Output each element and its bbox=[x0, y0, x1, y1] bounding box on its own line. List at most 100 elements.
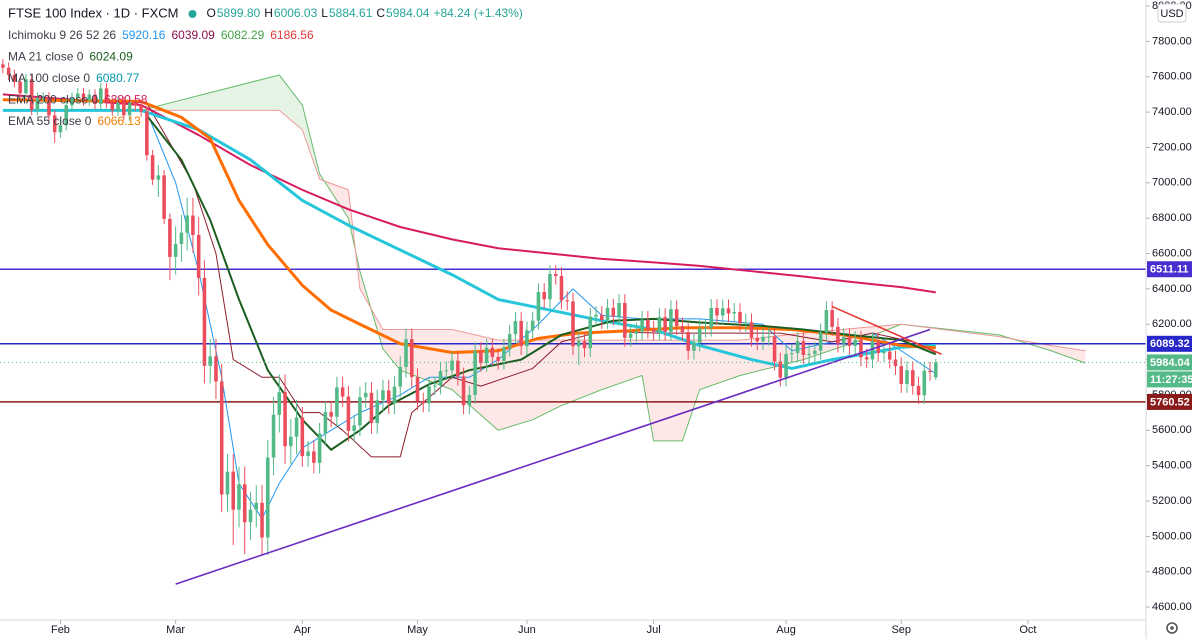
candle-body bbox=[761, 336, 765, 342]
candle-body bbox=[651, 329, 656, 332]
candle-body bbox=[156, 175, 161, 180]
currency-badge[interactable] bbox=[1157, 3, 1187, 23]
candle-body bbox=[824, 310, 829, 333]
candle-body bbox=[168, 218, 172, 257]
candle-body bbox=[864, 357, 869, 360]
candle-body bbox=[93, 94, 97, 104]
chart-title: FTSE 100 Index · 1D · FXCM bbox=[8, 5, 179, 20]
cloud-segment bbox=[653, 340, 683, 441]
candle-body bbox=[536, 292, 541, 321]
trend-line bbox=[175, 328, 931, 585]
ohlc-value: 5984.04 bbox=[386, 6, 430, 20]
level-label-bg bbox=[1147, 335, 1192, 352]
gear-hub bbox=[1170, 626, 1174, 630]
cloud-segment bbox=[642, 340, 654, 441]
ohlc-label: H bbox=[264, 6, 273, 20]
candle-body bbox=[363, 392, 368, 398]
candle-body bbox=[133, 102, 138, 106]
candle-body bbox=[743, 322, 748, 324]
y-tick-label: 6600.00 bbox=[1152, 247, 1192, 259]
candle-body bbox=[294, 417, 299, 437]
candle-body bbox=[375, 400, 379, 424]
settings-icon[interactable] bbox=[1166, 622, 1178, 634]
candle-body bbox=[669, 309, 673, 332]
candle-body bbox=[283, 392, 287, 447]
price-axis-bg bbox=[1146, 0, 1192, 639]
candle-body bbox=[358, 397, 362, 426]
candle-body bbox=[663, 317, 667, 332]
y-tick-label: 7600.00 bbox=[1152, 71, 1192, 83]
candle-body bbox=[887, 351, 892, 360]
x-tick-label: Aug bbox=[776, 624, 796, 636]
currency-label: USD bbox=[1160, 8, 1183, 20]
x-tick-label: Oct bbox=[1019, 624, 1036, 636]
ohlc-value: 5899.80 bbox=[217, 6, 261, 20]
candle-body bbox=[173, 243, 178, 257]
candle-body bbox=[726, 308, 731, 314]
candle-body bbox=[467, 394, 472, 406]
candle-body bbox=[594, 314, 598, 317]
legend-name: EMA 200 close 0 bbox=[8, 93, 98, 107]
candle-body bbox=[767, 336, 771, 338]
x-tick-label: Jun bbox=[518, 624, 536, 636]
candle-body bbox=[237, 484, 241, 510]
y-tick-label: 6400.00 bbox=[1152, 283, 1192, 295]
candle-body bbox=[369, 392, 374, 424]
candle-body bbox=[265, 457, 270, 538]
candle-body bbox=[35, 97, 40, 110]
lead-b-line bbox=[141, 109, 1086, 352]
indicator-line bbox=[2, 108, 936, 370]
legend-name: MA 21 close 0 bbox=[8, 50, 84, 64]
candle-body bbox=[427, 386, 431, 404]
candle-body bbox=[623, 303, 627, 338]
ohlc-value: 6006.03 bbox=[274, 6, 318, 20]
candle-body bbox=[191, 215, 195, 235]
cloud-segment bbox=[532, 340, 562, 420]
candle-body bbox=[18, 81, 22, 94]
candle-body bbox=[461, 376, 466, 406]
legend-value: 6080.77 bbox=[96, 71, 140, 85]
candle-body bbox=[47, 97, 51, 116]
candle-body bbox=[219, 381, 224, 495]
y-tick-label: 6200.00 bbox=[1152, 318, 1192, 330]
legend-name: Ichimoku 9 26 52 26 bbox=[8, 28, 116, 42]
candle-body bbox=[916, 385, 921, 396]
candle-body bbox=[122, 102, 126, 116]
candle-body bbox=[421, 401, 426, 404]
candle-body bbox=[1, 64, 5, 68]
candle-body bbox=[709, 307, 713, 328]
y-tick-label: 7200.00 bbox=[1152, 141, 1192, 153]
candle-body bbox=[145, 111, 149, 156]
candle-body bbox=[81, 93, 86, 101]
candle-body bbox=[830, 310, 834, 327]
candle-body bbox=[231, 471, 236, 510]
y-tick-label: 5000.00 bbox=[1152, 530, 1192, 542]
candle-body bbox=[24, 79, 28, 94]
y-tick-label: 6800.00 bbox=[1152, 212, 1192, 224]
trend-line bbox=[831, 305, 942, 356]
candle-body bbox=[433, 385, 437, 387]
x-tick-label: Sep bbox=[891, 624, 911, 636]
candle-body bbox=[703, 327, 708, 329]
candle-body bbox=[836, 326, 840, 344]
y-tick-label: 5600.00 bbox=[1152, 424, 1192, 436]
candle-body bbox=[70, 97, 74, 106]
level-label: 6511.11 bbox=[1150, 264, 1189, 276]
candle-body bbox=[490, 347, 495, 357]
y-tick-label: 4600.00 bbox=[1152, 601, 1192, 613]
candle-body bbox=[162, 175, 166, 219]
candle-body bbox=[778, 361, 783, 378]
candle-body bbox=[41, 97, 45, 99]
candle-body bbox=[340, 387, 345, 397]
level-label-bg bbox=[1147, 261, 1192, 278]
candle-body bbox=[859, 339, 863, 358]
candle-body bbox=[196, 234, 201, 278]
candle-body bbox=[882, 351, 886, 354]
y-tick-label: 5400.00 bbox=[1152, 460, 1192, 472]
candle-body bbox=[150, 155, 155, 180]
candle-body bbox=[317, 433, 322, 463]
candle-body bbox=[553, 274, 558, 276]
level-label: 6089.32 bbox=[1150, 338, 1190, 350]
candle-body bbox=[260, 502, 264, 538]
candle-body bbox=[697, 328, 702, 343]
